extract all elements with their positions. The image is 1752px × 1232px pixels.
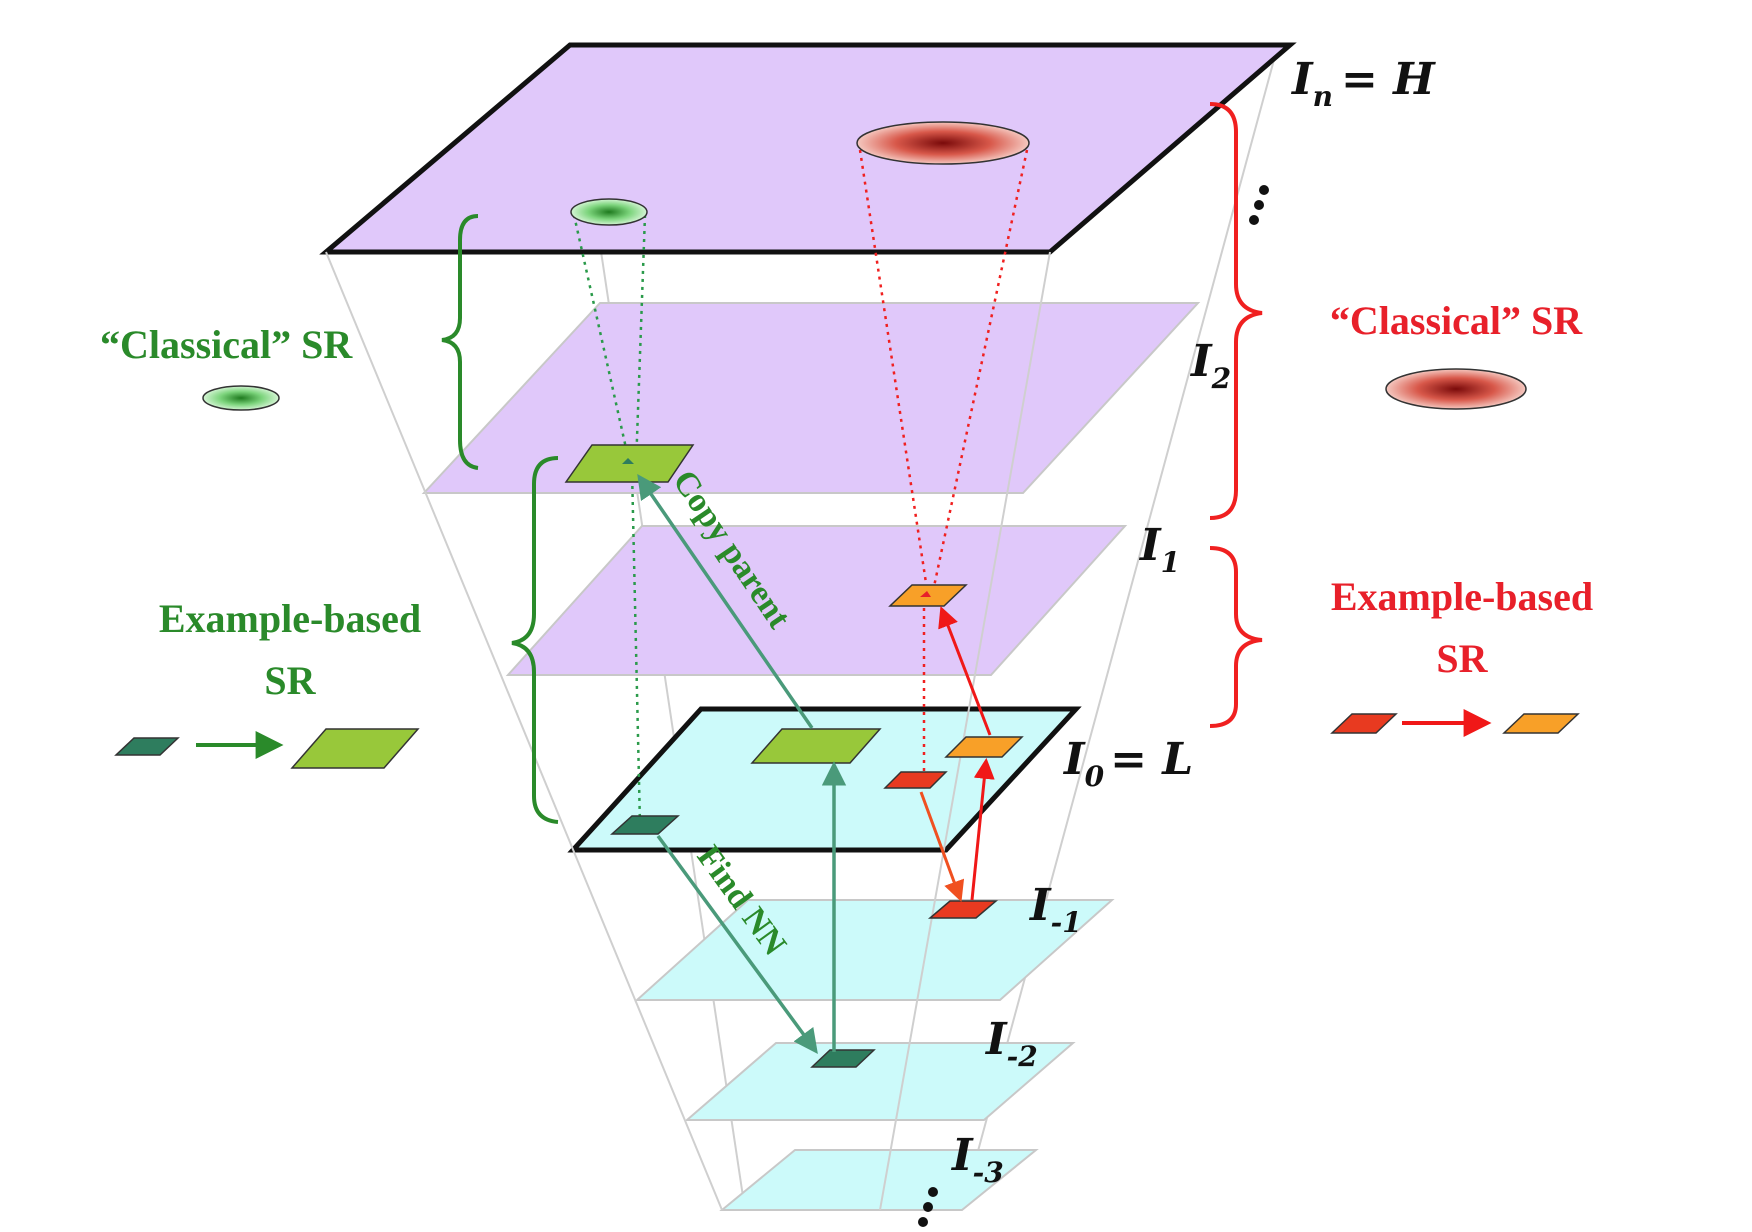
- plane-I1: [505, 525, 1128, 676]
- left-example-label-1: Example-based: [159, 596, 421, 641]
- red-up-arrow-1: [970, 757, 995, 901]
- left-green-blur-ellipse-icon: [202, 385, 280, 411]
- find-nn-arrow: [656, 834, 818, 1054]
- right-legend-orange-patch: [1502, 713, 1580, 734]
- plane-I-minus-2: [684, 1042, 1076, 1121]
- vertical-ellipsis-icon: [1249, 185, 1269, 225]
- label-I-minus-2: I-2: [984, 1014, 1038, 1073]
- right-red-blur-ellipse-icon: [1385, 368, 1527, 410]
- left-classical-label: “Classical” SR: [100, 322, 353, 367]
- plane-In: [319, 42, 1297, 255]
- arrows: [637, 473, 995, 1054]
- copy-parent-arrow: [637, 473, 814, 729]
- level-planes: [319, 42, 1297, 1211]
- patch-red-I0: [883, 771, 948, 789]
- patch-orange-center-mark: [920, 591, 931, 597]
- left-legend-dark-green-patch: [114, 737, 180, 756]
- left-example-label-2: SR: [264, 658, 316, 703]
- brace-classical-left: [441, 214, 479, 470]
- patches: [564, 444, 1024, 1068]
- label-I2: I2: [1189, 336, 1231, 395]
- right-example-label-2: SR: [1436, 636, 1488, 681]
- red-down-arrow: [919, 791, 965, 902]
- right-legend-red-patch: [1330, 713, 1398, 734]
- red-blur-ellipse-icon: [856, 121, 1030, 165]
- brace-classical-right: [1209, 102, 1263, 520]
- vertical-ellipsis-icon-bottom: [918, 1187, 938, 1227]
- label-I1: I1: [1138, 520, 1180, 579]
- label-In: In = H: [1290, 54, 1436, 113]
- red-dotted-cone: [858, 149, 1029, 776]
- plane-I-minus-3: [719, 1149, 1039, 1211]
- brace-example-right: [1209, 546, 1263, 728]
- level-labels: In = H I2 I1 I0 = L I-1 I-2 I-3: [950, 54, 1436, 1189]
- patch-light-green-I0: [750, 728, 882, 764]
- green-blur-ellipse-icon: [570, 198, 648, 226]
- label-I-minus-3: I-3: [950, 1130, 1004, 1189]
- left-legend-light-green-patch: [290, 728, 420, 769]
- label-I-minus-1: I-1: [1028, 880, 1082, 939]
- pyramid-frame-front: [325, 251, 1051, 1211]
- right-example-label-1: Example-based: [1331, 574, 1593, 619]
- right-classical-label: “Classical” SR: [1330, 298, 1583, 343]
- green-dotted-cone: [572, 214, 647, 826]
- patch-center-mark: [622, 458, 634, 464]
- patch-orange-I0: [944, 736, 1024, 758]
- patch-dark-green-I-minus-2: [810, 1049, 876, 1068]
- patch-dark-green-I0: [610, 815, 680, 835]
- label-I0: I0 = L: [1062, 734, 1193, 793]
- patch-red-I-minus-1: [927, 900, 999, 919]
- brace-example-left: [511, 456, 559, 824]
- right-braces: [1209, 102, 1263, 728]
- left-braces: [441, 214, 559, 824]
- red-up-arrow-2: [938, 606, 992, 736]
- plane-I-minus-1: [634, 899, 1115, 1001]
